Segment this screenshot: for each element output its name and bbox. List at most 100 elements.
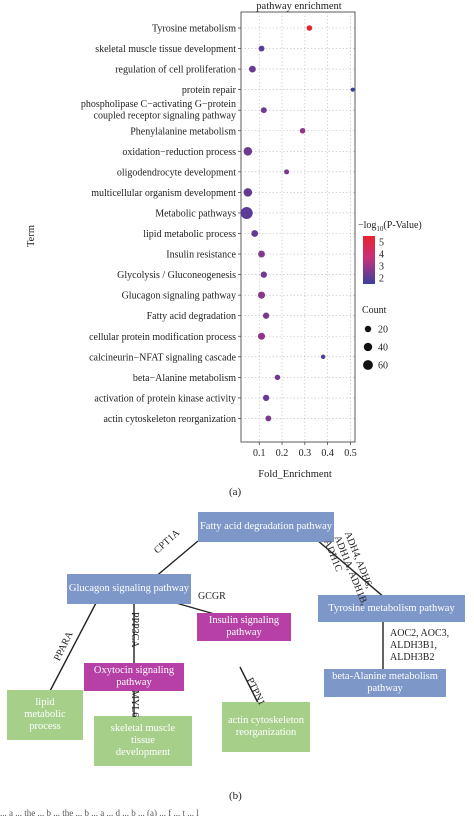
y-tick-label-line: Glucagon signaling pathway	[122, 291, 236, 302]
data-point	[274, 374, 281, 381]
y-tick-label: lipid metabolic process	[143, 229, 236, 240]
node-lipid-metabolic-process: lipid metabolic process	[7, 690, 83, 740]
node-tyrosine-metabolism: Tyrosine metabolism pathway	[318, 595, 465, 622]
y-tick-label: beta−Alanine metabolism	[133, 373, 236, 384]
node-fatty-acid-degradation: Fatty acid degradation pathway	[198, 512, 334, 542]
y-tick-label: Tyrosine metabolism	[152, 24, 236, 35]
edge-ppara	[49, 602, 97, 692]
size-legend-title: Count	[362, 305, 387, 316]
node-skeletal-muscle-development: skeletal muscle tissue development	[94, 716, 192, 766]
y-axis-label: Term	[26, 225, 37, 247]
y-tick-labels: Tyrosine metabolism skeletal muscle tissu…	[81, 24, 241, 425]
y-tick-label-line: protein repair	[182, 85, 237, 96]
x-tick-label: 0.3	[299, 448, 312, 459]
y-tick-label-line: coupled receptor signaling pathway	[94, 111, 236, 122]
y-tick-label: Insulin resistance	[166, 250, 236, 261]
data-point	[251, 230, 259, 237]
y-tick-label-line: Phenylalanine metabolism	[130, 126, 236, 137]
node-glucagon-signaling: Glucagon signaling pathway	[67, 574, 191, 604]
x-tick-label: 0.1	[253, 448, 266, 459]
x-tick-label: 0.4	[321, 448, 334, 459]
size-legend: 20 40 60	[363, 325, 388, 372]
y-tick-label: phospholipase C−activating G−protein coup…	[81, 99, 236, 122]
color-legend-label: 4	[379, 250, 384, 261]
size-legend-label: 60	[378, 361, 388, 372]
edge-adh	[316, 539, 386, 599]
y-tick-label: oligodendrocyte development	[117, 167, 236, 178]
y-tick-label: protein repair	[182, 85, 237, 96]
data-point	[240, 206, 253, 219]
data-point	[248, 65, 256, 73]
data-point	[265, 415, 272, 422]
data-point	[262, 394, 270, 402]
data-point	[262, 312, 270, 319]
y-tick-label-line: oxidation−reduction process	[122, 147, 236, 158]
size-legend-label: 20	[378, 325, 388, 336]
color-legend-label: 2	[379, 274, 384, 285]
y-tick-label: Phenylalanine metabolism	[130, 126, 236, 137]
edge-cpt1a	[153, 540, 199, 579]
x-ticks: 0.1 0.2 0.3 0.4 0.5	[253, 442, 357, 459]
y-tick-label-line: skeletal muscle tissue development	[95, 44, 236, 55]
color-legend-prefix: −log	[358, 220, 376, 231]
y-tick-label-line: activation of protein kinase activity	[94, 393, 236, 404]
data-point	[243, 147, 253, 156]
y-tick-label-line: Insulin resistance	[166, 250, 236, 261]
y-tick-label-line: cellular protein modification process	[89, 332, 236, 343]
size-legend-dot	[363, 342, 373, 352]
data-point	[258, 250, 265, 258]
y-tick-label-line: actin cytoskeleton reorganization	[103, 414, 236, 425]
edge-ptpn1	[239, 666, 259, 704]
data-point	[284, 169, 290, 175]
color-legend-bar	[363, 236, 375, 284]
y-tick-label: oxidation−reduction process	[122, 147, 236, 158]
edge-label-myl6: MYL6	[129, 690, 140, 718]
y-tick-label: Glucagon signaling pathway	[122, 291, 236, 302]
data-point	[350, 87, 355, 92]
x-tick-label: 0.2	[276, 448, 289, 459]
x-tick-label: 0.5	[344, 448, 357, 459]
data-point	[258, 45, 265, 52]
color-legend-label: 5	[379, 238, 384, 249]
data-point	[257, 291, 266, 299]
plot-frame	[240, 11, 356, 443]
edge-label-aoc: AOC2, AOC3, ALDH3B1, ALDH3B2	[390, 628, 450, 663]
y-tick-label-line: oligodendrocyte development	[117, 167, 236, 178]
y-tick-label: actin cytoskeleton reorganization	[103, 414, 236, 425]
y-tick-label-line: multicellular organism development	[91, 188, 236, 199]
edge-label-ppp3ca: PPP3CA	[129, 612, 140, 648]
edge-label-gcgr: GCGR	[198, 591, 226, 602]
node-insulin-signaling: Insulin signaling pathway	[197, 613, 291, 641]
size-legend-label: 40	[378, 343, 388, 354]
x-axis-label: Fold_Enrichment	[258, 469, 332, 480]
y-tick-label: Fatty acid degradation	[147, 311, 236, 322]
y-tick-label-line: calcineurin−NFAT signaling cascade	[89, 352, 236, 363]
data-point	[260, 107, 267, 114]
node-actin-cytoskeleton: actin cytoskeleton reorganization	[222, 702, 310, 752]
y-tick-label-line: Tyrosine metabolism	[152, 24, 236, 35]
color-legend-title: −log10(P-Value)	[358, 220, 422, 233]
data-point	[243, 188, 253, 197]
y-tick-label: activation of protein kinase activity	[94, 393, 236, 404]
y-tick-label-line: regulation of cell proliferation	[115, 65, 236, 76]
y-tick-label: Metabolic pathways	[155, 208, 236, 219]
color-legend-label: 3	[379, 262, 384, 273]
color-legend-suffix: (P-Value)	[383, 220, 421, 231]
data-point	[260, 271, 267, 278]
size-legend-dot	[363, 360, 373, 370]
panel-b-caption: (b)	[229, 790, 242, 802]
data-point	[257, 332, 266, 340]
y-tick-label-line: Fatty acid degradation	[147, 311, 236, 322]
y-tick-label-line: Glycolysis / Gluconeogenesis	[117, 270, 236, 281]
y-tick-label: cellular protein modification process	[89, 332, 236, 343]
node-beta-alanine-metabolism: beta-Alanine metabolism pathway	[324, 669, 446, 697]
plot-grid	[241, 12, 355, 442]
chart-title: pathway enrichment	[256, 1, 342, 12]
y-tick-label-line: beta−Alanine metabolism	[133, 373, 236, 384]
network-edges	[49, 539, 386, 716]
panel-a-caption: (a)	[229, 486, 242, 498]
y-tick-label: skeletal muscle tissue development	[95, 44, 236, 55]
y-tick-label-line: lipid metabolic process	[143, 229, 236, 240]
data-point	[320, 354, 326, 360]
